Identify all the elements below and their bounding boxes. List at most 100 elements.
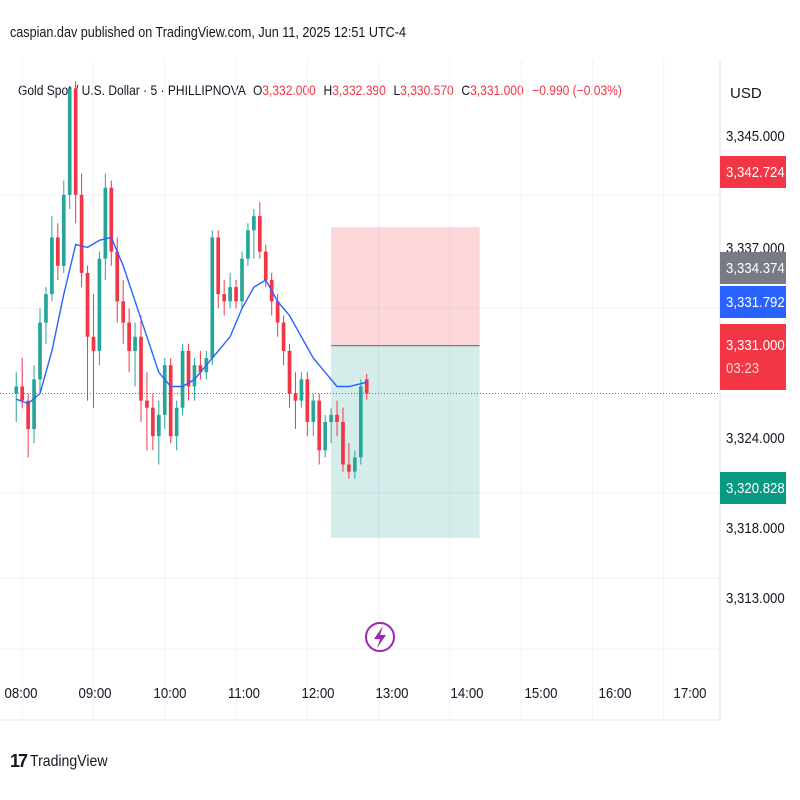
candle-body (156, 414, 161, 437)
candle-body (127, 322, 131, 351)
candle-body (67, 88, 72, 195)
candle-body (234, 287, 238, 302)
candle-body (358, 386, 363, 458)
candle-body (281, 322, 286, 351)
candle-body (210, 237, 215, 359)
candle (240, 251, 244, 309)
time-tick: 09:00 (78, 685, 112, 702)
candle-body (91, 336, 96, 351)
candle-body (162, 365, 167, 415)
bar-countdown: 03:23 (726, 360, 760, 377)
candle (353, 450, 357, 479)
candle (14, 372, 19, 422)
candle (121, 280, 126, 344)
candle (198, 350, 203, 380)
candle-body (222, 294, 227, 302)
candle-body (174, 407, 179, 437)
position-zones[interactable] (0, 227, 720, 538)
candle-body (257, 216, 262, 252)
change-value: −0.990 (−0.03%) (532, 82, 622, 98)
candle (145, 372, 149, 451)
candle (358, 379, 363, 465)
candle-body (293, 393, 298, 401)
candle (281, 315, 286, 366)
price-tick: 3,313.000 (726, 590, 785, 607)
lightning-icon[interactable] (365, 622, 395, 652)
candle-body (305, 379, 310, 422)
candle-body (198, 365, 203, 373)
candle (347, 443, 351, 479)
candle-body (347, 464, 351, 472)
currency-label[interactable]: USD (730, 85, 762, 102)
candle (257, 201, 262, 259)
brand-name: TradingView (30, 752, 108, 770)
candle (329, 407, 333, 444)
candle (222, 280, 227, 316)
candle-body (311, 400, 316, 422)
candle-body (299, 379, 304, 401)
candle (67, 88, 72, 210)
high-key: H (323, 82, 333, 98)
time-tick: 12:00 (301, 685, 335, 702)
stop-price-tag: 3,320.828 (720, 472, 786, 504)
candle (168, 358, 173, 444)
time-tick: 10:00 (153, 685, 187, 702)
ma-price-tag: 3,331.792 (720, 286, 786, 318)
candle (335, 400, 339, 437)
price-tick: 3,345.000 (726, 128, 785, 145)
candle-body (341, 421, 345, 465)
candle (234, 280, 238, 309)
time-tick: 13:00 (375, 685, 409, 702)
candle (127, 308, 131, 373)
candle (311, 393, 316, 437)
candle (323, 414, 327, 458)
candle-body (180, 350, 185, 408)
candle-body (275, 301, 280, 323)
tradingview-logo-icon: 17 (10, 751, 28, 771)
candle-body (133, 336, 137, 351)
candle-body (240, 258, 244, 302)
candle (91, 294, 96, 408)
candle (216, 230, 221, 309)
ma-line (15, 236, 367, 405)
candle-body (186, 350, 191, 387)
tradingview-brand[interactable]: 17 TradingView (10, 751, 118, 772)
candle (50, 216, 54, 302)
time-tick: 14:00 (450, 685, 484, 702)
candle-body (97, 258, 102, 351)
candle (38, 308, 42, 394)
price-tick: 3,324.000 (726, 430, 785, 447)
candle (364, 373, 369, 400)
candle (299, 372, 304, 408)
candle-body (329, 414, 333, 422)
target-zone (331, 227, 480, 346)
candle-body (192, 365, 197, 387)
candle (133, 322, 137, 387)
ohlc-legend: Gold Spot / U.S. Dollar · 5 · PHILLIPNOV… (18, 82, 622, 98)
candle-body (263, 251, 268, 280)
close-value: 3,331.000 (470, 82, 524, 98)
candle (61, 180, 66, 273)
candle-body (26, 400, 30, 430)
candle (139, 315, 143, 422)
stop-zone (331, 345, 480, 538)
candle-body (364, 379, 369, 394)
candle (20, 358, 25, 408)
candle (305, 372, 310, 437)
candle-body (14, 386, 19, 394)
last-price-tag: 3,331.000 03:23 (720, 324, 786, 390)
low-key: L (393, 82, 401, 98)
candle (186, 343, 191, 401)
candle-body (79, 194, 84, 273)
candle-body (85, 272, 90, 337)
candle (174, 400, 179, 451)
candle-body (73, 88, 78, 195)
candle (151, 393, 155, 451)
moving-average (15, 236, 367, 405)
candle (228, 272, 232, 309)
open-key: O (252, 82, 263, 98)
candle-body (151, 407, 155, 437)
candle (287, 343, 292, 408)
candle (246, 223, 250, 266)
